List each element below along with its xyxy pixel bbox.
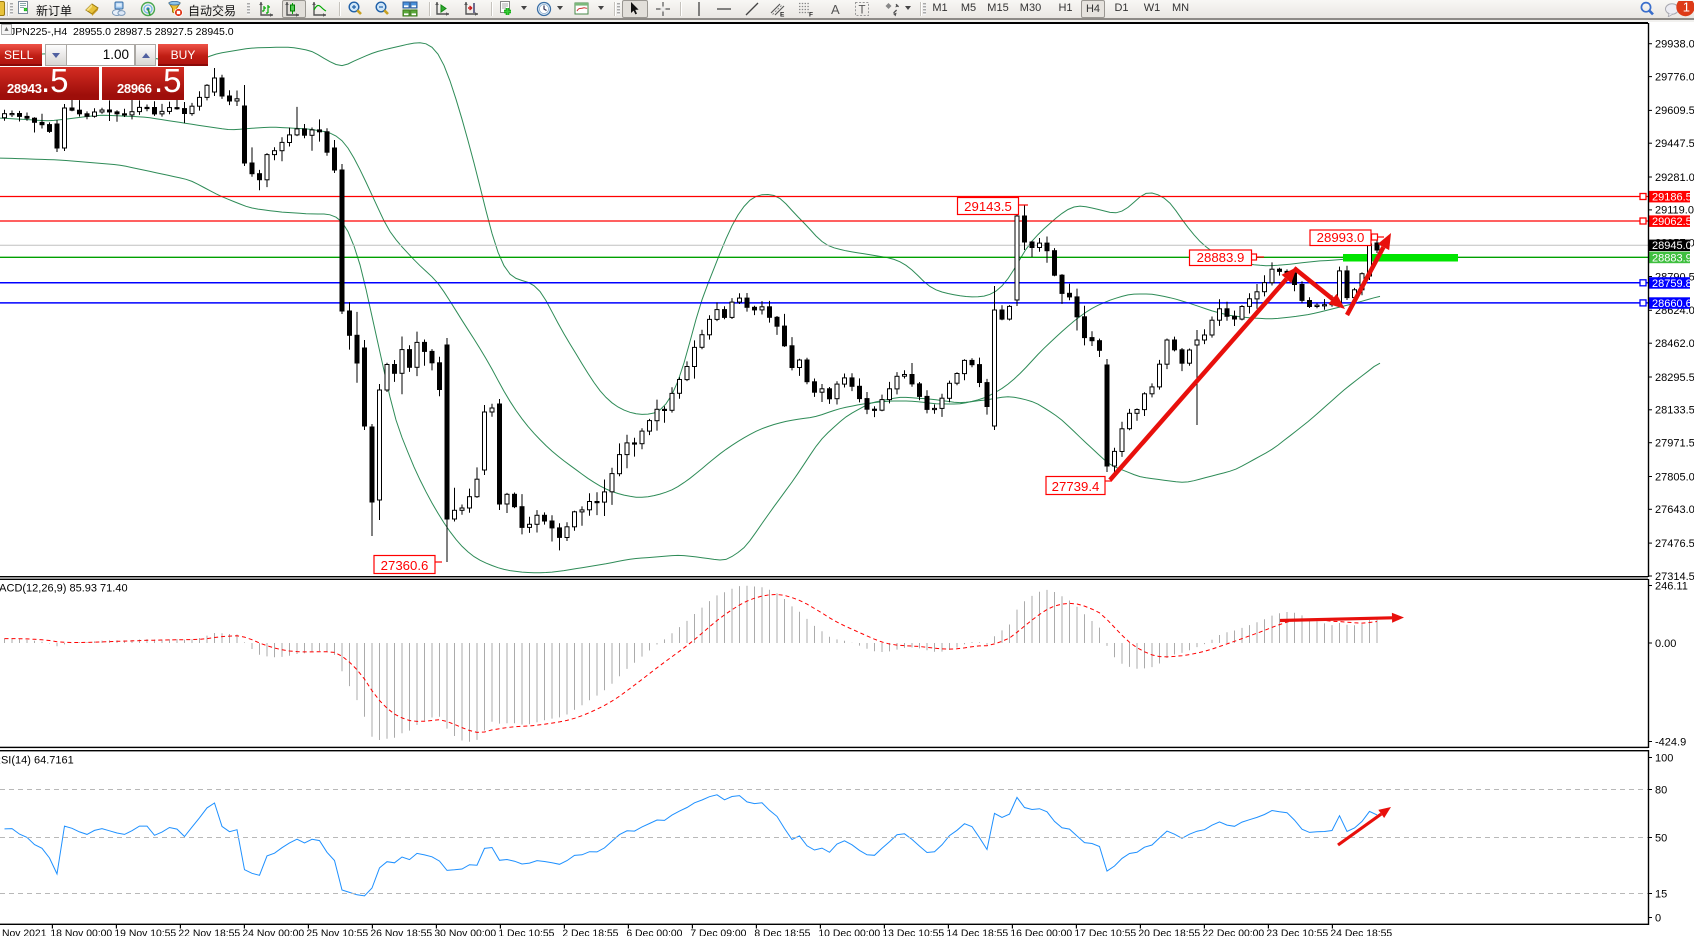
svg-text:27643.0: 27643.0	[1655, 504, 1694, 516]
svg-text:7 Dec 09:00: 7 Dec 09:00	[690, 929, 746, 936]
svg-text:27360.6: 27360.6	[381, 558, 429, 573]
svg-text:29143.5: 29143.5	[964, 199, 1012, 214]
svg-text:29447.5: 29447.5	[1655, 138, 1694, 150]
svg-text:T: T	[859, 5, 866, 17]
svg-text:17 Dec 10:55: 17 Dec 10:55	[1074, 929, 1136, 936]
svg-text:27971.5: 27971.5	[1655, 438, 1694, 450]
svg-text:100: 100	[1655, 752, 1673, 764]
svg-text:0.00: 0.00	[1655, 638, 1676, 650]
svg-text:0: 0	[1655, 912, 1661, 924]
svg-text:27739.4: 27739.4	[1052, 479, 1100, 494]
svg-text:18 Nov 00:00: 18 Nov 00:00	[50, 929, 112, 936]
svg-text:28883.9: 28883.9	[1197, 250, 1245, 265]
svg-text:13 Dec 10:55: 13 Dec 10:55	[882, 929, 944, 936]
svg-text:24 Nov 00:00: 24 Nov 00:00	[242, 929, 304, 936]
svg-text:6 Dec 00:00: 6 Dec 00:00	[626, 929, 682, 936]
svg-text:15: 15	[1655, 888, 1667, 900]
svg-text:28462.0: 28462.0	[1655, 338, 1694, 350]
svg-text:E: E	[780, 12, 785, 18]
svg-text:29609.5: 29609.5	[1655, 105, 1694, 117]
svg-text:26 Nov 18:55: 26 Nov 18:55	[370, 929, 432, 936]
svg-text:28759.8: 28759.8	[1652, 278, 1692, 290]
svg-text:23 Dec 10:55: 23 Dec 10:55	[1266, 929, 1328, 936]
svg-text:10 Dec 00:00: 10 Dec 00:00	[818, 929, 880, 936]
svg-text:2 Dec 18:55: 2 Dec 18:55	[562, 929, 618, 936]
svg-text:28295.5: 28295.5	[1655, 372, 1694, 384]
svg-text:27476.5: 27476.5	[1655, 538, 1694, 550]
svg-text:27805.0: 27805.0	[1655, 471, 1694, 483]
svg-text:28660.6: 28660.6	[1652, 298, 1692, 310]
svg-text:28133.5: 28133.5	[1655, 405, 1694, 417]
svg-text:30 Nov 00:00: 30 Nov 00:00	[434, 929, 496, 936]
svg-text:24 Dec 18:55: 24 Dec 18:55	[1330, 929, 1392, 936]
svg-text:80: 80	[1655, 784, 1667, 796]
svg-text:14 Dec 18:55: 14 Dec 18:55	[946, 929, 1008, 936]
svg-text:16 Dec 00:00: 16 Dec 00:00	[1010, 929, 1072, 936]
svg-text:8 Dec 18:55: 8 Dec 18:55	[754, 929, 810, 936]
svg-text:22 Dec 00:00: 22 Dec 00:00	[1202, 929, 1264, 936]
svg-text:246.11: 246.11	[1655, 580, 1688, 592]
svg-text:29119.0: 29119.0	[1655, 205, 1694, 217]
svg-text:A: A	[831, 2, 840, 17]
svg-text:-424.9: -424.9	[1655, 736, 1686, 748]
svg-text:29186.5: 29186.5	[1652, 192, 1692, 204]
svg-text:28993.0: 28993.0	[1317, 230, 1365, 245]
svg-text:27314.5: 27314.5	[1655, 571, 1694, 583]
svg-text:19 Nov 10:55: 19 Nov 10:55	[114, 929, 176, 936]
svg-text:Nov 2021: Nov 2021	[2, 929, 47, 936]
svg-text:25 Nov 10:55: 25 Nov 10:55	[306, 929, 368, 936]
svg-text:28945.0: 28945.0	[1652, 240, 1692, 252]
svg-text:F: F	[809, 12, 813, 18]
svg-text:50: 50	[1655, 832, 1667, 844]
svg-text:29062.5: 29062.5	[1652, 216, 1692, 228]
svg-text:20 Dec 18:55: 20 Dec 18:55	[1138, 929, 1200, 936]
svg-text:MACD(12,26,9) 85.93 71.40: MACD(12,26,9) 85.93 71.40	[0, 583, 128, 595]
svg-text:29776.0: 29776.0	[1655, 71, 1694, 83]
svg-text:1 Dec 10:55: 1 Dec 10:55	[498, 929, 554, 936]
svg-text:22 Nov 18:55: 22 Nov 18:55	[178, 929, 240, 936]
svg-text:29938.0: 29938.0	[1655, 39, 1694, 51]
svg-text:RSI(14) 64.7161: RSI(14) 64.7161	[0, 755, 74, 767]
svg-text:28883.9: 28883.9	[1652, 252, 1692, 264]
svg-text:29281.0: 29281.0	[1655, 172, 1694, 184]
svg-text:1: 1	[1683, 1, 1690, 15]
